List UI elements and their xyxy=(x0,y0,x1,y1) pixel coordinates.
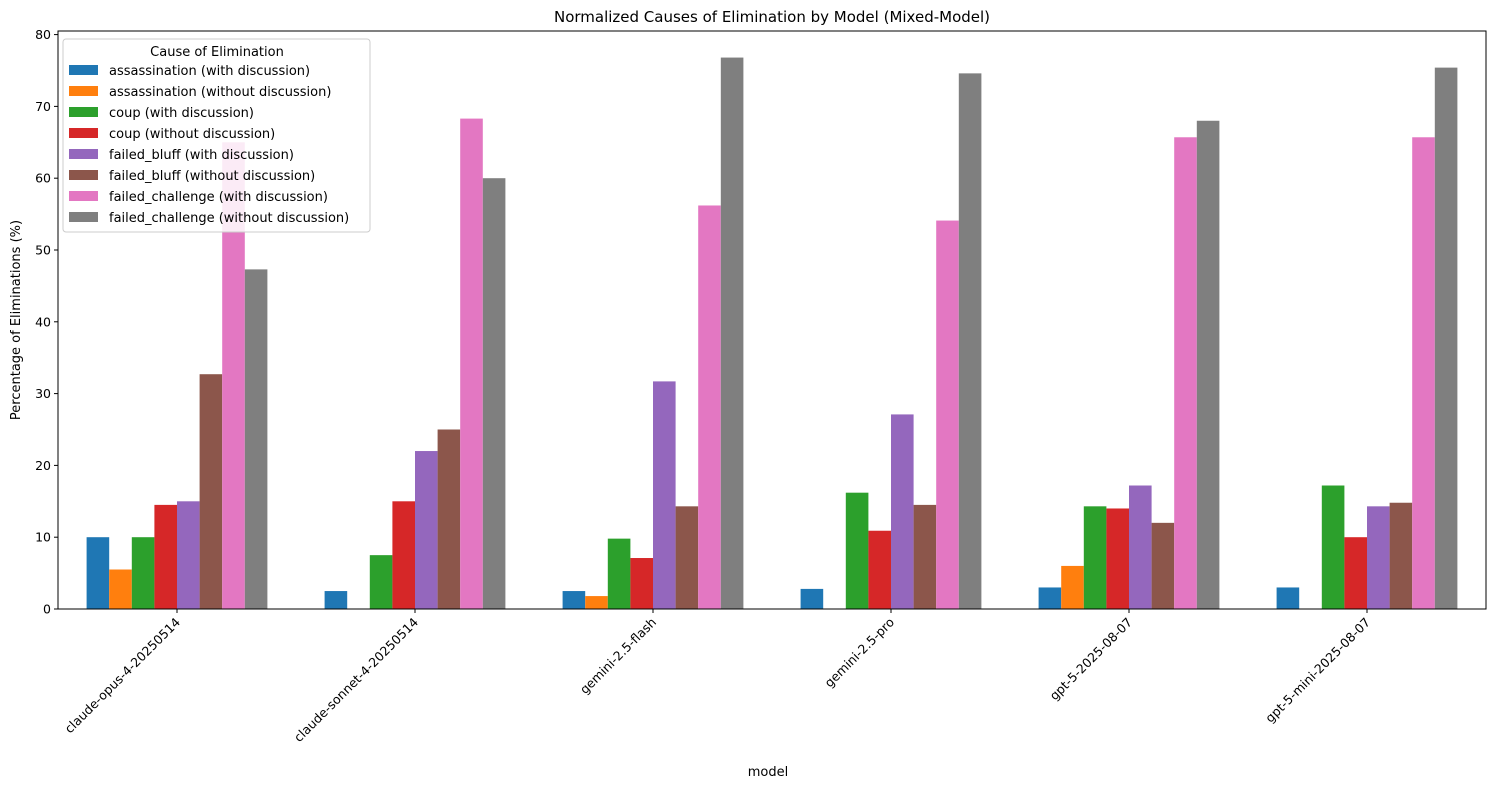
bar-4-5 xyxy=(1367,506,1390,609)
legend-label: assassination (without discussion) xyxy=(109,85,331,100)
bar-7-3 xyxy=(958,73,982,609)
bars-group xyxy=(86,57,1458,609)
y-tick-label: 40 xyxy=(35,314,51,329)
bar-3-3 xyxy=(868,530,891,609)
y-tick-label: 30 xyxy=(35,386,51,401)
legend-items: assassination (with discussion) assassina… xyxy=(69,64,349,226)
bar-7-1 xyxy=(482,178,506,609)
y-tick-label: 10 xyxy=(35,530,51,545)
bar-2-3 xyxy=(845,492,869,609)
bar-6-1 xyxy=(460,118,483,609)
bar-3-4 xyxy=(1106,508,1129,609)
bar-3-5 xyxy=(1344,537,1367,609)
legend-swatch xyxy=(69,170,98,180)
bar-6-0 xyxy=(222,142,245,609)
bar-5-3 xyxy=(913,504,937,609)
bar-2-1 xyxy=(369,555,393,609)
bar-5-1 xyxy=(437,429,461,609)
plot-frame xyxy=(57,30,1487,610)
x-axis-label: model xyxy=(748,765,788,780)
legend-label: failed_challenge (without discussion) xyxy=(109,211,349,226)
legend-swatch xyxy=(69,107,98,117)
bar-0-3 xyxy=(800,588,824,609)
bar-4-4 xyxy=(1129,485,1152,609)
bar-1-2 xyxy=(585,596,608,609)
bar-5-5 xyxy=(1389,502,1413,609)
bar-5-2 xyxy=(675,506,699,609)
chart-title: Normalized Causes of Elimination by Mode… xyxy=(554,8,990,26)
bar-0-5 xyxy=(1276,587,1300,609)
bar-4-3 xyxy=(891,414,914,609)
bar-3-2 xyxy=(630,558,653,609)
legend-label: failed_challenge (with discussion) xyxy=(109,190,328,205)
bar-2-2 xyxy=(607,538,631,609)
bar-3-1 xyxy=(392,501,415,609)
legend-label: coup (without discussion) xyxy=(109,127,275,142)
bar-1-4 xyxy=(1061,565,1084,609)
bar-4-1 xyxy=(415,451,438,609)
bar-2-5 xyxy=(1321,485,1345,609)
bar-5-0 xyxy=(199,374,223,609)
bar-7-5 xyxy=(1434,67,1458,609)
legend: Cause of Elimination assassination (with… xyxy=(62,38,371,233)
legend-swatch xyxy=(69,65,98,75)
y-tick-label: 80 xyxy=(35,27,51,42)
legend-swatch xyxy=(69,212,98,222)
bar-3-0 xyxy=(154,504,177,609)
bar-7-0 xyxy=(244,269,268,609)
y-tick-label: 50 xyxy=(35,242,51,257)
bar-6-3 xyxy=(936,220,959,609)
bar-0-2 xyxy=(562,591,586,609)
legend-label: assassination (with discussion) xyxy=(109,64,310,79)
bar-4-2 xyxy=(653,381,676,609)
y-axis-label: Percentage of Eliminations (%) xyxy=(9,220,24,420)
legend-label: coup (with discussion) xyxy=(109,106,254,121)
bar-5-4 xyxy=(1151,522,1175,609)
legend-box xyxy=(62,38,371,233)
bar-0-1 xyxy=(324,591,348,609)
bar-6-5 xyxy=(1412,137,1435,609)
legend-swatch xyxy=(69,128,98,138)
legend-swatch xyxy=(69,86,98,96)
bar-6-2 xyxy=(698,205,721,609)
y-axis: 0 10 20 30 40 50 60 70 80 xyxy=(35,27,58,617)
bar-7-2 xyxy=(720,57,744,609)
bar-2-4 xyxy=(1083,506,1107,609)
bar-2-0 xyxy=(131,537,155,609)
bar-0-0 xyxy=(86,537,110,609)
y-tick-label: 60 xyxy=(35,171,51,186)
bar-7-4 xyxy=(1196,120,1220,609)
bar-1-0 xyxy=(109,569,132,609)
bar-4-0 xyxy=(177,501,200,609)
legend-swatch xyxy=(69,191,98,201)
y-tick-label: 70 xyxy=(35,99,51,114)
legend-title: Cause of Elimination xyxy=(150,45,284,60)
legend-label: failed_bluff (without discussion) xyxy=(109,169,315,184)
y-tick-label: 20 xyxy=(35,458,51,473)
legend-swatch xyxy=(69,149,98,159)
y-tick-label: 0 xyxy=(43,602,51,617)
legend-label: failed_bluff (with discussion) xyxy=(109,148,294,163)
bar-0-4 xyxy=(1038,587,1062,609)
bar-6-4 xyxy=(1174,137,1197,609)
